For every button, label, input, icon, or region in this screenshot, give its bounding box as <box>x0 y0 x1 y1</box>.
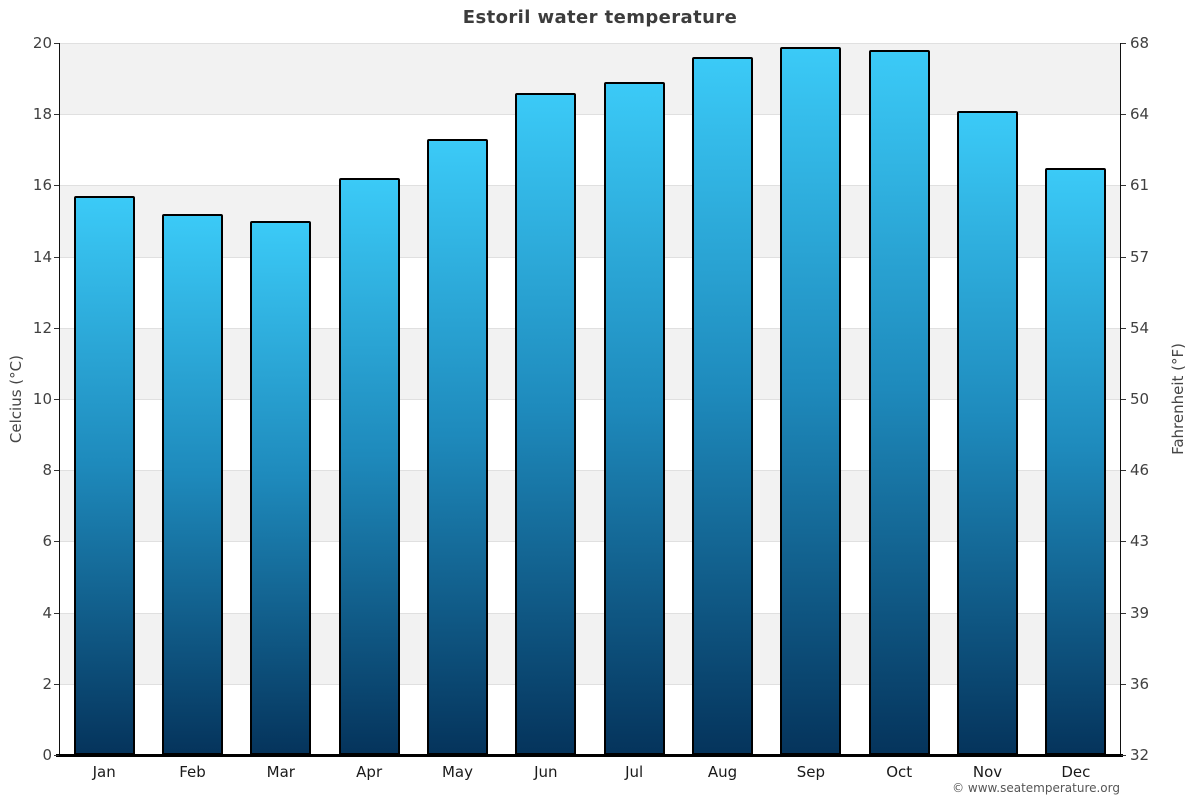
fahrenheit-tick-label: 57 <box>1130 247 1150 266</box>
celsius-tick-label: 4 <box>42 603 52 622</box>
celsius-tick-label: 12 <box>32 318 52 337</box>
fahrenheit-tick-label: 32 <box>1130 746 1150 764</box>
fahrenheit-tick-mark <box>1121 43 1126 44</box>
background-band <box>60 470 1120 542</box>
celsius-tick-label: 0 <box>42 746 52 764</box>
fahrenheit-tick-mark <box>1121 399 1126 400</box>
bar-nov[interactable] <box>957 110 1018 755</box>
fahrenheit-tick-label: 54 <box>1130 318 1150 337</box>
celsius-tick-mark <box>54 43 59 44</box>
month-label-feb: Feb <box>179 763 206 781</box>
bar-jun[interactable] <box>515 92 577 755</box>
plot-area <box>60 43 1120 756</box>
celsius-tick-mark <box>54 612 59 614</box>
fahrenheit-axis-line <box>1120 43 1121 756</box>
celsius-tick-label: 14 <box>32 247 52 266</box>
fahrenheit-tick-label: 36 <box>1130 674 1150 693</box>
celsius-tick-label: 18 <box>32 105 52 124</box>
month-label-oct: Oct <box>886 763 913 781</box>
month-label-jul: Jul <box>625 763 644 781</box>
gridline <box>60 114 1120 116</box>
celsius-axis-line <box>59 43 60 756</box>
copyright-text: © www.seatemperature.org <box>952 781 1120 795</box>
gridline <box>60 612 1120 614</box>
gridline <box>60 399 1120 400</box>
fahrenheit-tick-label: 64 <box>1130 105 1150 124</box>
celsius-tick-mark <box>54 755 59 756</box>
celsius-tick-label: 20 <box>32 34 52 52</box>
month-label-jun: Jun <box>534 763 558 781</box>
background-band <box>60 185 1120 257</box>
fahrenheit-tick-mark <box>1121 185 1126 187</box>
fahrenheit-tick-mark <box>1121 470 1126 472</box>
bar-feb[interactable] <box>162 213 223 755</box>
gridline <box>60 327 1120 329</box>
bar-may[interactable] <box>427 139 488 755</box>
gridline <box>60 683 1120 685</box>
celsius-tick-label: 8 <box>42 461 52 480</box>
celsius-tick-label: 2 <box>42 674 52 693</box>
fahrenheit-tick-mark <box>1121 612 1126 614</box>
fahrenheit-tick-mark <box>1121 114 1126 116</box>
bar-sep[interactable] <box>780 46 842 755</box>
background-band <box>60 541 1120 613</box>
background-band <box>60 256 1120 328</box>
fahrenheit-tick-mark <box>1121 683 1126 685</box>
chart-title: Estoril water temperature <box>462 7 738 28</box>
celsius-tick-mark <box>54 185 59 187</box>
fahrenheit-tick-mark <box>1121 541 1126 543</box>
month-label-may: May <box>441 763 473 781</box>
gridline <box>60 256 1120 258</box>
fahrenheit-tick-label: 61 <box>1130 176 1150 195</box>
bar-jul[interactable] <box>603 82 665 755</box>
background-band <box>60 327 1120 399</box>
celsius-tick-label: 16 <box>32 176 52 195</box>
fahrenheit-tick-mark <box>1121 256 1126 258</box>
month-label-mar: Mar <box>266 763 295 781</box>
celsius-tick-label: 10 <box>32 390 52 408</box>
celsius-tick-mark <box>54 470 59 472</box>
background-band <box>60 683 1120 755</box>
celsius-tick-mark <box>54 683 59 685</box>
celsius-tick-mark <box>54 541 59 543</box>
background-band <box>60 43 1120 115</box>
fahrenheit-tick-label: 43 <box>1130 532 1150 551</box>
background-band <box>60 114 1120 186</box>
fahrenheit-tick-mark <box>1121 327 1126 329</box>
fahrenheit-tick-mark <box>1121 755 1126 756</box>
bar-jan[interactable] <box>73 196 135 755</box>
celsius-tick-mark <box>54 327 59 329</box>
gridline <box>60 43 1120 44</box>
month-label-dec: Dec <box>1061 763 1091 781</box>
x-axis-baseline <box>56 754 1123 757</box>
celsius-tick-mark <box>54 114 59 116</box>
background-band <box>60 612 1120 684</box>
bar-dec[interactable] <box>1045 167 1107 755</box>
fahrenheit-tick-label: 68 <box>1130 34 1150 52</box>
month-label-aug: Aug <box>707 763 738 781</box>
bar-apr[interactable] <box>338 178 400 755</box>
bar-aug[interactable] <box>692 57 753 755</box>
month-label-nov: Nov <box>972 763 1003 781</box>
celsius-tick-mark <box>54 399 59 400</box>
month-label-apr: Apr <box>356 763 383 781</box>
gridline <box>60 541 1120 543</box>
fahrenheit-tick-label: 50 <box>1130 390 1150 408</box>
gridline <box>60 470 1120 472</box>
fahrenheit-tick-label: 39 <box>1130 603 1150 622</box>
fahrenheit-tick-label: 46 <box>1130 461 1150 480</box>
celsius-tick-mark <box>54 256 59 258</box>
gridline <box>60 185 1120 187</box>
month-label-sep: Sep <box>796 763 825 781</box>
background-band <box>60 399 1120 471</box>
bar-oct[interactable] <box>868 50 930 755</box>
month-label-jan: Jan <box>92 763 116 781</box>
celsius-tick-label: 6 <box>42 532 52 551</box>
bar-mar[interactable] <box>250 221 312 755</box>
